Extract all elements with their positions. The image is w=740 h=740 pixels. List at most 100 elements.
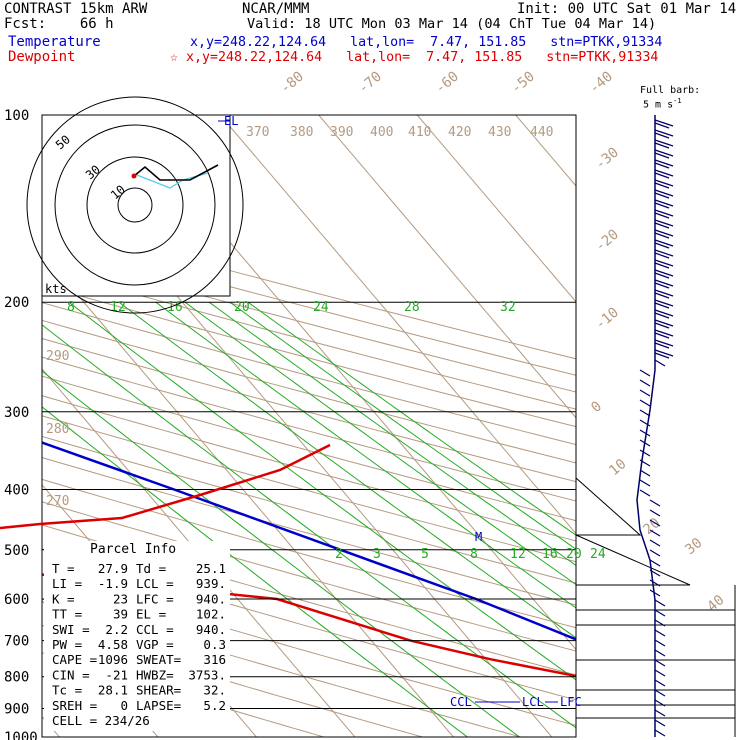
parcel-info-value: 2.2 — [105, 622, 128, 637]
wind-barb — [654, 599, 666, 607]
wind-barb — [654, 689, 666, 697]
theta-label: 380 — [290, 125, 313, 140]
wind-barb-half — [654, 142, 670, 149]
dry-adiabat — [42, 356, 576, 502]
wind-barb — [654, 629, 666, 637]
wind-barb-half — [654, 252, 670, 259]
isotherm-tick-label: 10 — [606, 456, 629, 479]
parcel-info-key: K = — [52, 591, 75, 606]
parcel-info-key: LCL = — [136, 576, 174, 591]
wind-barb — [639, 449, 651, 457]
mixing-ratio-line — [68, 301, 576, 681]
mixing-ratio-label: 16 — [542, 547, 558, 562]
mixing-ratio-label: 12 — [510, 547, 526, 562]
wind-barb — [649, 579, 661, 587]
dry-adiabat — [42, 457, 576, 606]
wind-barb-half — [654, 212, 670, 219]
pressure-tick-label: 100 — [4, 108, 29, 124]
parcel-info-key: CIN = — [52, 667, 90, 682]
wind-barb-half — [654, 182, 670, 189]
isotherm-line — [219, 115, 576, 535]
mixing-ratio-label: 20 — [566, 547, 582, 562]
parcel-info-value: 4.58 — [98, 637, 128, 652]
pressure-tick-label: 1000 — [4, 730, 38, 740]
isotherm-tick-label: 40 — [704, 592, 727, 615]
parcel-info-value: 25.1 — [196, 561, 226, 576]
mixing-ratio-label: 20 — [234, 300, 250, 315]
wind-barb — [654, 229, 674, 237]
mixing-ratio-line — [247, 301, 576, 536]
isotherm-tick-label: -10 — [592, 305, 622, 334]
wind-barb — [654, 619, 666, 627]
pressure-tick-label: 900 — [4, 702, 29, 718]
isotherm-tick-label: -20 — [592, 227, 622, 256]
wind-barb-half — [654, 312, 670, 319]
wind-barb — [649, 549, 661, 557]
mixing-ratio-label: 5 — [421, 547, 429, 562]
dry-adiabat — [42, 478, 576, 629]
model-title: CONTRAST 15km ARW — [4, 1, 148, 17]
wind-barb — [654, 169, 674, 177]
wind-barb — [654, 289, 674, 297]
dry-adiabat — [42, 524, 576, 676]
wind-barb — [639, 389, 651, 397]
theta-label: 410 — [408, 125, 431, 140]
dry-adiabat — [42, 267, 576, 410]
wind-barb — [654, 199, 674, 207]
wind-barb — [639, 439, 651, 447]
parcel-info-key: CCL = — [136, 622, 174, 637]
isotherm-tick-label: -70 — [355, 69, 385, 98]
theta-label: 390 — [330, 125, 353, 140]
wind-barb — [639, 489, 651, 497]
parcel-info-key: LFC = — [136, 591, 174, 606]
wind-barb — [649, 519, 661, 527]
wind-barb — [654, 349, 674, 357]
mixing-ratio-label: 32 — [500, 300, 516, 315]
parcel-info-value: 940. — [196, 622, 226, 637]
pressure-tick-label: 600 — [4, 592, 29, 608]
barb-legend-units: 5 m s-1 — [643, 97, 682, 111]
parcel-info-value: 27.9 — [98, 561, 128, 576]
init-time: Init: 00 UTC Sat 01 Mar 14 — [517, 1, 737, 17]
wind-barb — [639, 369, 651, 377]
isotherm-tick-label: -30 — [592, 145, 622, 174]
hodograph-frame — [41, 114, 231, 297]
wind-barb — [649, 559, 661, 567]
wind-barb — [654, 309, 674, 317]
dry-adiabat — [42, 251, 576, 393]
wind-barb-half — [654, 122, 670, 129]
mixing-ratio-label: 24 — [313, 300, 329, 315]
parcel-info-row: CELL = 234/26 — [52, 713, 150, 728]
parcel-info-value: 5.2 — [203, 698, 226, 713]
pressure-tick-label: 400 — [4, 482, 29, 498]
wind-barb-half — [654, 262, 670, 269]
wind-barb — [654, 659, 666, 667]
parcel-info-value: 0 — [120, 698, 128, 713]
wind-barb — [649, 539, 661, 547]
dry-adiabat — [42, 302, 576, 446]
wind-barb — [654, 329, 674, 337]
parcel-info-value: 23 — [113, 591, 128, 606]
hodograph-ring — [26, 96, 244, 314]
mixing-ratio-label: 3 — [373, 547, 381, 562]
wind-barb-half — [654, 132, 670, 139]
wind-barb-half — [654, 202, 670, 209]
pressure-tick-label: 500 — [4, 543, 29, 559]
valid-time: Valid: 18 UTC Mon 03 Mar 14 (04 ChT Tue … — [247, 16, 657, 32]
mixing-ratio-line — [118, 301, 576, 639]
wind-barb — [639, 469, 651, 477]
isotherm-tick-label: -40 — [586, 69, 616, 98]
wind-barb — [654, 699, 666, 707]
pressure-tick-label: 800 — [4, 670, 29, 686]
pressure-tick-label: 700 — [4, 634, 29, 650]
dry-adiabat — [42, 624, 425, 737]
dry-adiabat — [42, 598, 523, 737]
ccl-marker: CCL — [450, 695, 472, 709]
wind-barb — [654, 639, 666, 647]
isotherm-line — [42, 368, 356, 737]
wind-barb — [654, 359, 666, 367]
wind-barb-half — [654, 342, 670, 349]
parcel-info-key: SREH = — [52, 698, 97, 713]
isotherm-tick-label: -60 — [432, 69, 462, 98]
